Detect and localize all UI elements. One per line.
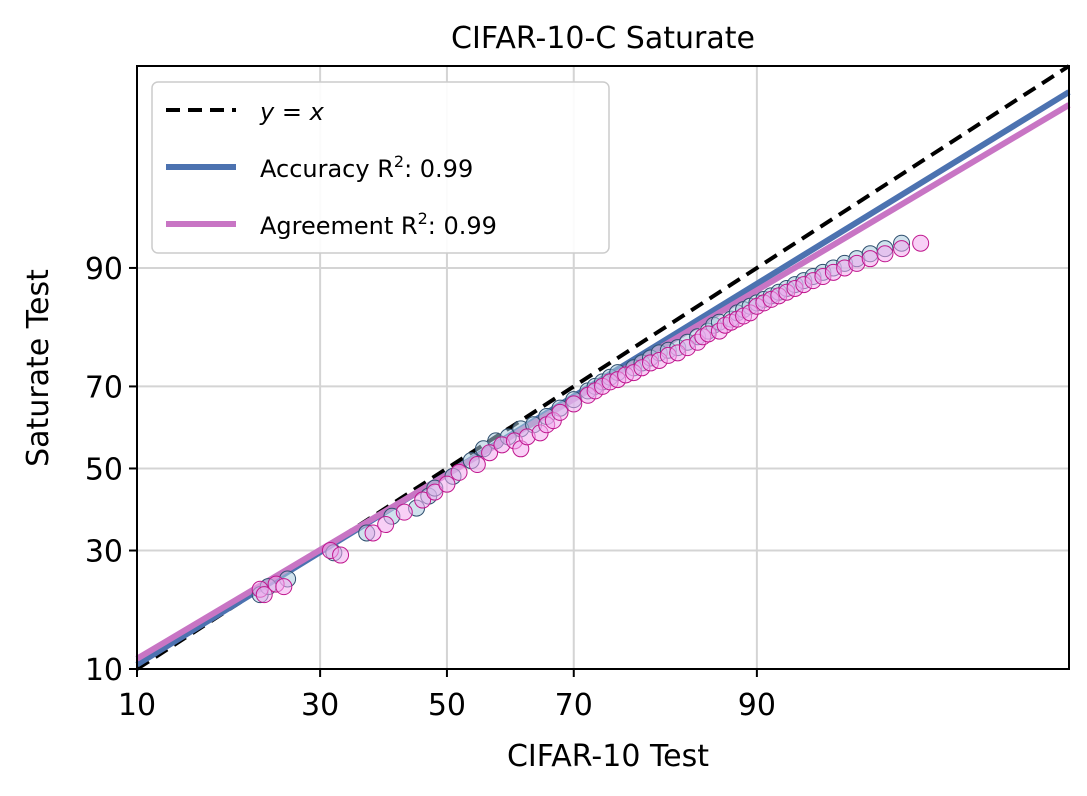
x-tick-label: 70: [555, 688, 593, 723]
y-tick-label: 50: [85, 452, 123, 487]
point-agreement: [377, 516, 395, 534]
point-agreement: [912, 234, 930, 252]
legend-accuracy-sup: 2: [394, 152, 404, 171]
x-tick-label: 30: [301, 688, 339, 723]
legend: y = x Accuracy R2: 0.99 Agreement R2: 0.…: [151, 81, 610, 254]
point-agreement: [395, 503, 413, 521]
legend-accuracy-main: Accuracy R: [260, 155, 394, 183]
point-agreement: [414, 491, 432, 509]
point-agreement: [332, 546, 350, 564]
point-agreement: [468, 456, 486, 474]
point-agreement: [364, 524, 382, 542]
y-tick-label: 30: [85, 535, 123, 570]
point-agreement: [438, 475, 456, 493]
legend-box: [151, 81, 610, 254]
x-tick-label: 90: [738, 688, 776, 723]
point-agreement: [255, 586, 273, 604]
legend-label-reference: y = x: [259, 98, 325, 126]
point-agreement: [876, 245, 894, 263]
point-agreement: [275, 578, 293, 596]
legend-agreement-main: Agreement R: [260, 212, 418, 240]
legend-accuracy-tail: : 0.99: [404, 155, 473, 183]
legend-agreement-tail: : 0.99: [428, 212, 497, 240]
point-agreement: [481, 444, 499, 462]
y-tick-label: 10: [85, 653, 123, 688]
y-axis-label: Saturate Test: [21, 269, 56, 467]
point-agreement: [450, 463, 468, 481]
legend-label-agreement: Agreement R2: 0.99: [260, 209, 497, 240]
point-agreement: [551, 403, 569, 421]
chart-title: CIFAR-10-C Saturate: [451, 21, 755, 56]
legend-label-accuracy: Accuracy R2: 0.99: [260, 152, 473, 183]
legend-agreement-sup: 2: [418, 209, 428, 228]
plot-frame: [136, 65, 1070, 670]
scatter-points: [251, 234, 930, 604]
point-agreement: [565, 395, 583, 413]
point-agreement: [893, 240, 911, 258]
point-agreement: [861, 250, 879, 268]
y-tick-label: 90: [85, 252, 123, 287]
x-tick-label: 50: [428, 688, 466, 723]
ticks: 10 30 50 70 90 10 30 50 70 90: [85, 252, 776, 723]
point-agreement: [426, 483, 444, 501]
y-tick-label: 70: [85, 370, 123, 405]
x-tick-label: 10: [118, 688, 156, 723]
x-axis-label: CIFAR-10 Test: [507, 739, 709, 774]
